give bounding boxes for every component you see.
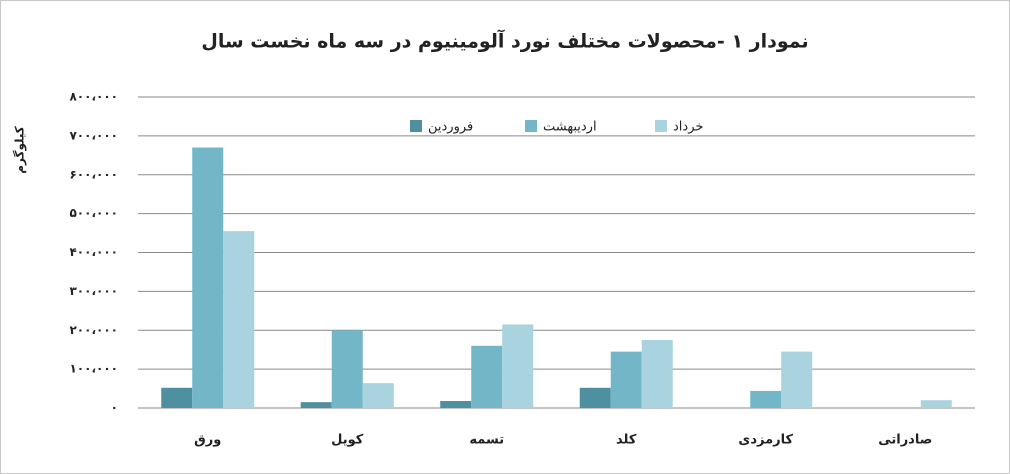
y-tick-label: ۳۰۰،۰۰۰ [69,284,118,298]
y-tick-label: ۵۰۰،۰۰۰ [69,206,118,220]
chart-title: نمودار ۱ -محصولات مختلف نورد آلومینیوم د… [201,29,808,53]
bar [750,390,782,408]
x-tick-label: تسمه [469,433,504,448]
x-tick-label: ورق [194,433,221,448]
bar [502,324,534,408]
bar [362,383,394,408]
x-tick-label: کویل [331,433,364,448]
y-tick-label: ۶۰۰،۰۰۰ [69,167,118,181]
bar [331,330,363,408]
bar [300,402,332,408]
legend-swatch [655,120,667,132]
bar [471,345,503,408]
y-tick-label: ۷۰۰،۰۰۰ [69,128,118,142]
legend-label: فروردین [428,120,473,135]
legend-swatch [525,120,537,132]
x-tick-label: صادراتی [878,433,932,448]
bar [223,231,255,408]
legend-label: اردیبهشت [543,120,597,135]
legend-label: خرداد [673,120,703,135]
bar [641,339,673,408]
y-tick-label: ۰ [111,401,118,415]
bar [579,387,611,408]
x-tick-label: کلد [616,433,637,448]
bar [161,387,193,408]
bar [781,351,813,408]
y-tick-label: ۴۰۰،۰۰۰ [69,245,118,259]
bar [192,147,224,408]
bar [920,400,952,408]
y-axis-label: کیلوگرم [13,126,28,174]
y-tick-label: ۸۰۰،۰۰۰ [69,90,118,104]
y-tick-label: ۱۰۰،۰۰۰ [69,362,118,376]
bar [610,351,642,408]
bar [440,401,472,408]
x-tick-label: کارمزدی [738,433,793,448]
legend-swatch [410,120,422,132]
y-tick-label: ۲۰۰،۰۰۰ [69,323,118,337]
